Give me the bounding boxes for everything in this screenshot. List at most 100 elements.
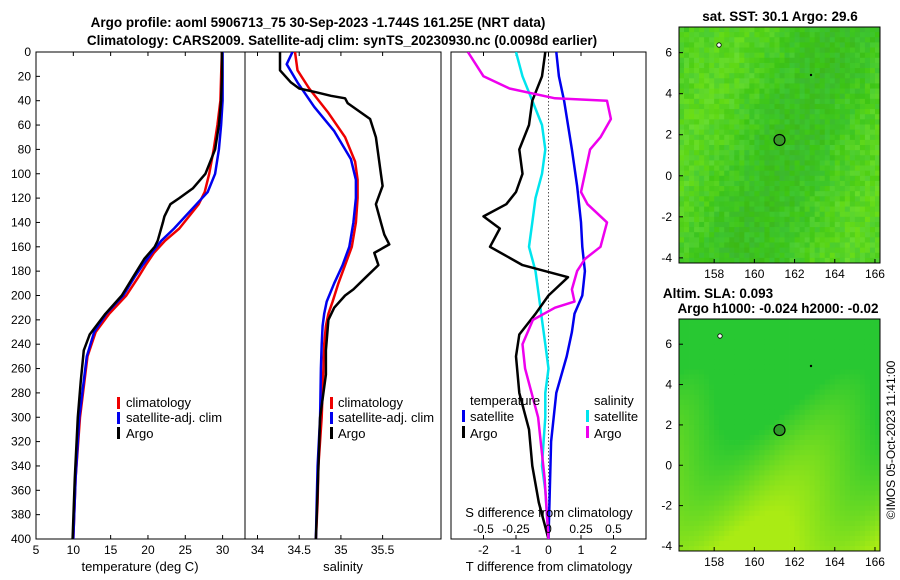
map-cell: [799, 429, 806, 436]
map-cell: [789, 47, 795, 54]
map-cell: [699, 196, 705, 202]
map-cell: [789, 73, 795, 79]
map-cell: [764, 68, 770, 74]
map-cell: [839, 399, 846, 406]
map-cell: [734, 68, 740, 74]
map-cell: [794, 52, 801, 59]
map-cell: [844, 227, 851, 233]
map-cell: [709, 500, 715, 507]
map-cell: [779, 129, 785, 136]
map-cell: [759, 475, 765, 481]
map-cell: [834, 414, 841, 421]
map-cell: [759, 334, 765, 340]
map-cell: [809, 257, 816, 264]
map-cell: [779, 98, 785, 105]
map-cell: [699, 78, 705, 84]
map-cell: [684, 160, 690, 166]
map-cell: [684, 227, 690, 233]
map-cell: [739, 369, 745, 375]
map-cell: [759, 242, 765, 249]
map-cell: [714, 98, 720, 105]
island-marker: [717, 333, 723, 339]
map-cell: [769, 339, 775, 345]
map-cell: [804, 319, 811, 325]
map-cell: [709, 57, 715, 64]
map-cell: [839, 145, 846, 151]
x-tick-label: 25: [179, 543, 193, 557]
map-cell: [799, 155, 806, 161]
map-cell: [719, 414, 725, 421]
map-cell: [799, 339, 806, 345]
map-cell: [804, 103, 811, 110]
map-cell: [709, 374, 715, 380]
map-cell: [769, 485, 775, 491]
map-cell: [794, 319, 801, 325]
map-cell: [709, 384, 715, 391]
map-cell: [679, 510, 685, 517]
map-cell: [804, 134, 811, 141]
map-cell: [789, 329, 795, 335]
map-cell: [774, 93, 780, 100]
map-cell: [714, 37, 720, 43]
map-cell: [814, 359, 821, 365]
map-cell: [859, 206, 866, 213]
map-cell: [729, 129, 735, 136]
map-cell: [684, 334, 690, 340]
map-cell: [769, 535, 775, 542]
map-cell: [809, 394, 816, 401]
map-cell: [869, 515, 876, 522]
map-cell: [814, 470, 821, 476]
map-cell: [709, 52, 715, 59]
map-cell: [799, 500, 806, 507]
map-cell: [724, 450, 730, 456]
map-cell: [854, 440, 861, 446]
map-cell: [834, 429, 841, 436]
map-cell: [789, 252, 795, 259]
map-cell: [739, 134, 745, 141]
map-y-tick-label: -2: [661, 499, 672, 513]
map-cell: [724, 409, 730, 416]
map-cell: [709, 324, 715, 330]
map-cell: [784, 160, 790, 166]
map-cell: [864, 103, 871, 110]
map-cell: [794, 409, 801, 416]
map-cell: [729, 165, 735, 172]
map-cell: [684, 470, 690, 476]
map-cell: [764, 206, 770, 213]
map-cell: [769, 480, 775, 486]
map-cell: [699, 334, 705, 340]
map-cell: [789, 134, 795, 141]
map-cell: [799, 42, 806, 48]
map-cell: [844, 180, 851, 187]
map-cell: [824, 364, 831, 370]
map-cell: [689, 319, 695, 325]
map-cell: [819, 98, 826, 105]
map-cell: [684, 540, 690, 547]
map-cell: [849, 374, 856, 380]
map-cell: [689, 540, 695, 547]
map-cell: [829, 384, 836, 391]
map-cell: [804, 237, 811, 243]
map-cell: [759, 145, 765, 151]
map-cell: [699, 180, 705, 187]
map-cell: [814, 445, 821, 451]
map-cell: [829, 455, 836, 461]
map-cell: [679, 191, 685, 197]
map-cell: [789, 470, 795, 476]
map-cell: [839, 450, 846, 456]
map-cell: [684, 155, 690, 161]
map-cell: [789, 460, 795, 466]
map-cell: [769, 232, 775, 238]
map-cell: [774, 359, 780, 365]
map-cell: [699, 525, 705, 532]
map-cell: [859, 354, 866, 360]
map-cell: [769, 394, 775, 401]
map-cell: [799, 389, 806, 396]
map-cell: [829, 404, 836, 411]
map-cell: [809, 480, 816, 486]
map-cell: [689, 27, 695, 33]
map-cell: [739, 175, 745, 182]
map-cell: [814, 319, 821, 325]
series-line-argo: [278, 52, 391, 539]
